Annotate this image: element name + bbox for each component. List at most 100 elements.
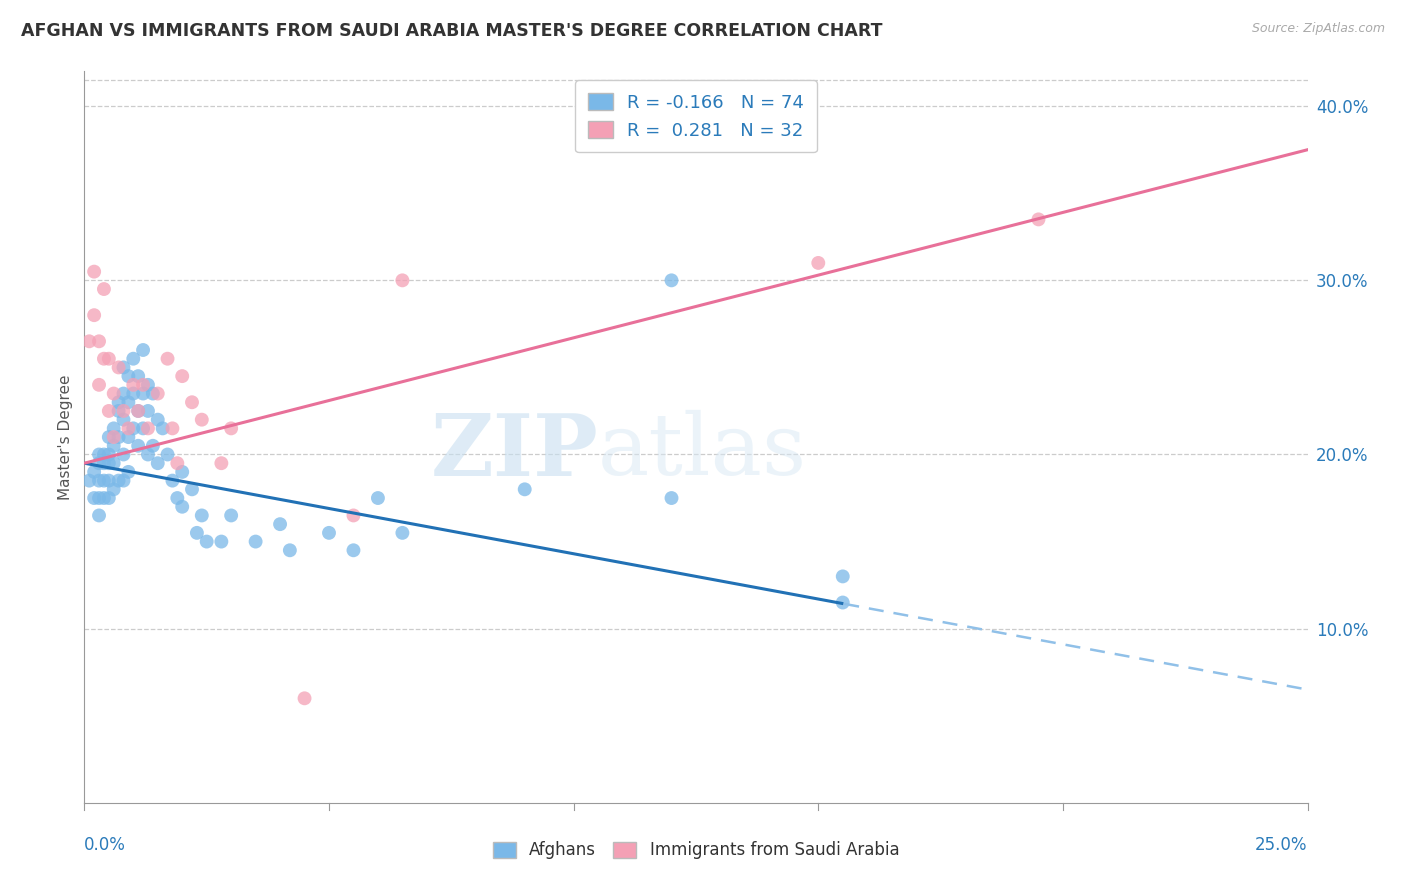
Point — [87, 377, 110, 392]
Point — [97, 404, 120, 418]
Point — [318, 525, 340, 540]
Point — [87, 508, 110, 523]
Point — [93, 351, 115, 366]
Point — [142, 439, 165, 453]
Point — [97, 491, 120, 505]
Point — [132, 421, 155, 435]
Point — [294, 691, 316, 706]
Point — [127, 369, 149, 384]
Point — [107, 395, 129, 409]
Point — [93, 448, 115, 462]
Point — [112, 412, 135, 426]
Point — [661, 491, 683, 505]
Point — [93, 474, 115, 488]
Point — [342, 543, 364, 558]
Point — [103, 386, 125, 401]
Point — [172, 369, 194, 384]
Point — [219, 508, 242, 523]
Point — [103, 421, 125, 435]
Point — [83, 308, 105, 322]
Point — [122, 377, 145, 392]
Point — [117, 421, 139, 435]
Point — [122, 386, 145, 401]
Point — [117, 395, 139, 409]
Point — [103, 456, 125, 470]
Point — [87, 474, 110, 488]
Point — [93, 491, 115, 505]
Point — [107, 430, 129, 444]
Point — [112, 404, 135, 418]
Point — [132, 343, 155, 357]
Point — [77, 334, 100, 349]
Point — [807, 256, 830, 270]
Point — [83, 491, 105, 505]
Point — [122, 351, 145, 366]
Point — [191, 412, 214, 426]
Point — [162, 421, 184, 435]
Point — [342, 508, 364, 523]
Text: ZIP: ZIP — [430, 409, 598, 493]
Point — [97, 351, 120, 366]
Point — [181, 395, 204, 409]
Point — [278, 543, 301, 558]
Point — [191, 508, 214, 523]
Point — [77, 474, 100, 488]
Point — [112, 448, 135, 462]
Point — [127, 404, 149, 418]
Point — [117, 369, 139, 384]
Point — [269, 517, 291, 532]
Point — [146, 456, 169, 470]
Point — [245, 534, 267, 549]
Point — [831, 569, 853, 583]
Y-axis label: Master's Degree: Master's Degree — [58, 375, 73, 500]
Point — [117, 430, 139, 444]
Point — [142, 386, 165, 401]
Point — [661, 273, 683, 287]
Point — [166, 456, 188, 470]
Point — [172, 500, 194, 514]
Point — [107, 404, 129, 418]
Point — [146, 412, 169, 426]
Point — [97, 456, 120, 470]
Point — [87, 448, 110, 462]
Point — [156, 448, 179, 462]
Point — [83, 265, 105, 279]
Point — [181, 483, 204, 497]
Point — [136, 404, 159, 418]
Point — [127, 404, 149, 418]
Point — [132, 377, 155, 392]
Point — [391, 525, 413, 540]
Point — [146, 386, 169, 401]
Point — [132, 386, 155, 401]
Point — [166, 491, 188, 505]
Point — [122, 421, 145, 435]
Text: Source: ZipAtlas.com: Source: ZipAtlas.com — [1251, 22, 1385, 36]
Point — [513, 483, 536, 497]
Point — [219, 421, 242, 435]
Point — [367, 491, 389, 505]
Point — [1028, 212, 1050, 227]
Point — [127, 439, 149, 453]
Text: 0.0%: 0.0% — [84, 836, 127, 854]
Point — [83, 465, 105, 479]
Point — [156, 351, 179, 366]
Point — [103, 439, 125, 453]
Point — [186, 525, 208, 540]
Point — [107, 360, 129, 375]
Point — [391, 273, 413, 287]
Point — [112, 386, 135, 401]
Legend: Afghans, Immigrants from Saudi Arabia: Afghans, Immigrants from Saudi Arabia — [484, 833, 908, 868]
Text: atlas: atlas — [598, 410, 807, 493]
Point — [195, 534, 218, 549]
Point — [103, 430, 125, 444]
Point — [162, 474, 184, 488]
Point — [136, 421, 159, 435]
Point — [112, 360, 135, 375]
Point — [97, 430, 120, 444]
Point — [209, 456, 232, 470]
Point — [103, 483, 125, 497]
Point — [117, 465, 139, 479]
Point — [97, 448, 120, 462]
Point — [136, 448, 159, 462]
Point — [97, 474, 120, 488]
